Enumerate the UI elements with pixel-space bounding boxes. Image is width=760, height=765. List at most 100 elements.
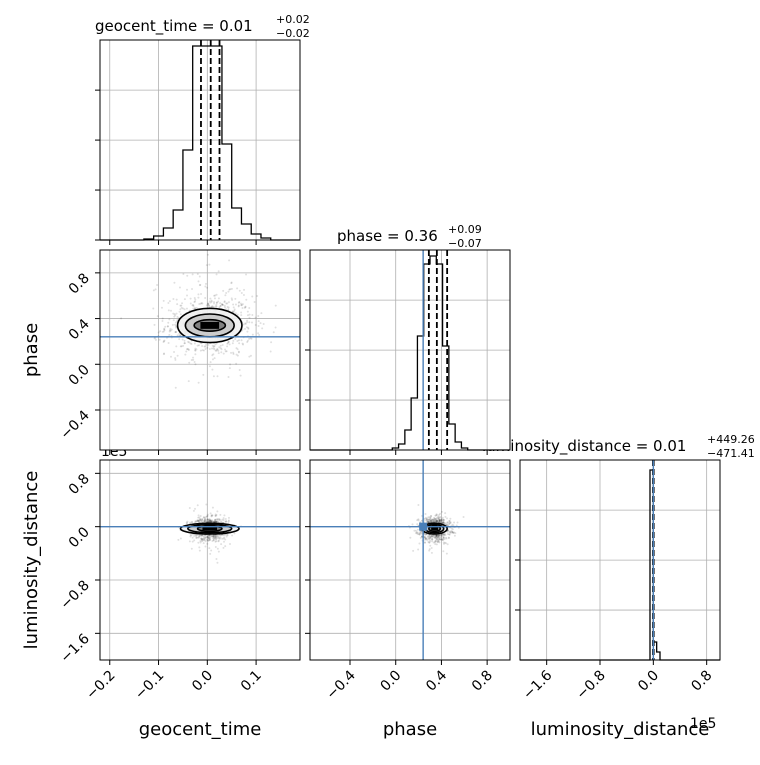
scatter-point [178, 286, 181, 289]
scatter-point [218, 519, 221, 522]
title-upper-error: +0.02 [276, 13, 310, 26]
scatter-point [440, 518, 443, 521]
scatter-point [430, 514, 433, 517]
scatter-point [234, 337, 237, 340]
scatter-point [435, 534, 438, 537]
y-axis-label-luminosity-distance: luminosity_distance [21, 471, 42, 650]
scatter-point [442, 542, 445, 545]
scatter-point [444, 522, 447, 525]
scatter-point [436, 520, 439, 523]
scatter-point [168, 318, 171, 321]
scatter-point [447, 523, 450, 526]
scatter-point [228, 343, 231, 346]
scatter-point [417, 503, 420, 506]
scatter-point [227, 301, 230, 304]
scatter-point [212, 539, 215, 542]
truth-marker [419, 522, 428, 531]
scatter-point [213, 348, 216, 351]
scatter-point [209, 520, 212, 523]
scatter-point [430, 535, 433, 538]
histogram-step [100, 45, 300, 241]
x-tick-label: 0.0 [189, 668, 216, 695]
scatter-point [228, 367, 231, 370]
scatter-point [432, 534, 435, 537]
scatter-point [189, 342, 192, 345]
scatter-point [224, 518, 227, 521]
scatter-point [197, 293, 200, 296]
scatter-point [210, 515, 213, 518]
scatter-point [433, 541, 436, 544]
scatter-point [416, 531, 419, 534]
scatter-point [210, 299, 213, 302]
scatter-point [439, 536, 442, 539]
scatter-point [221, 537, 224, 540]
scatter-point [167, 309, 170, 312]
scatter-point [164, 325, 167, 328]
scatter-point [201, 302, 204, 305]
scatter-point [154, 288, 157, 291]
scatter-point [214, 514, 217, 517]
scatter-point [207, 537, 210, 540]
scatter-point [162, 341, 165, 344]
scatter-point [170, 328, 173, 331]
scatter-point [435, 514, 438, 517]
scatter-point [211, 514, 214, 517]
scatter-point [224, 538, 227, 541]
scatter-point [448, 530, 451, 533]
scatter-point [211, 535, 214, 538]
scatter-point [214, 520, 217, 523]
scatter-point [215, 303, 218, 306]
scatter-point [436, 535, 439, 538]
scatter-point [202, 534, 205, 537]
scatter-point [196, 520, 199, 523]
scatter-point [416, 533, 419, 536]
scatter-point [245, 273, 248, 276]
scatter-point [209, 520, 212, 523]
scatter-point [212, 375, 215, 378]
scatter-point [246, 319, 249, 322]
scatter-point [432, 534, 435, 537]
scatter-point [207, 520, 210, 523]
scatter-point [233, 308, 236, 311]
scatter-point [203, 535, 206, 538]
scatter-point [411, 523, 414, 526]
scatter-point [234, 297, 237, 300]
scatter-point [233, 532, 236, 535]
scatter-point [187, 340, 190, 343]
scatter-point [448, 521, 451, 524]
scatter-point [436, 536, 439, 539]
x-tick-label: 0.4 [423, 667, 450, 694]
scatter-point [240, 304, 243, 307]
title-luminosity-distance: luminosity_distance = 0.01 +449.26 −471.… [482, 433, 755, 460]
scatter-point [226, 306, 229, 309]
scatter-point [417, 519, 420, 522]
x-axis-label-luminosity-distance: luminosity_distance [531, 719, 710, 740]
scatter-point [206, 518, 209, 521]
scatter-point [163, 329, 166, 332]
scatter-point [431, 534, 434, 537]
scatter-point [228, 259, 231, 262]
scatter-point [195, 537, 198, 540]
scatter-point [193, 539, 196, 542]
scatter-point [167, 321, 170, 324]
scatter-point [192, 358, 195, 361]
scatter-point [237, 305, 240, 308]
scatter-point [438, 516, 441, 519]
scatter-point [178, 338, 181, 341]
scatter-point [441, 538, 444, 541]
scatter-point [208, 520, 211, 523]
y-axis-label-phase: phase [21, 323, 42, 377]
scatter-point [451, 531, 454, 534]
scatter-point [230, 281, 233, 284]
scatter-point [219, 536, 222, 539]
panel-border [99, 459, 301, 661]
scatter-point [169, 327, 172, 330]
scatter-point [177, 538, 180, 541]
scatter-point [174, 331, 177, 334]
scatter-point [435, 543, 438, 546]
scatter-point [446, 530, 449, 533]
scatter-point [448, 522, 451, 525]
x-tick-label: −0.2 [83, 668, 118, 703]
scatter-point [419, 530, 422, 533]
scatter-point [429, 535, 432, 538]
